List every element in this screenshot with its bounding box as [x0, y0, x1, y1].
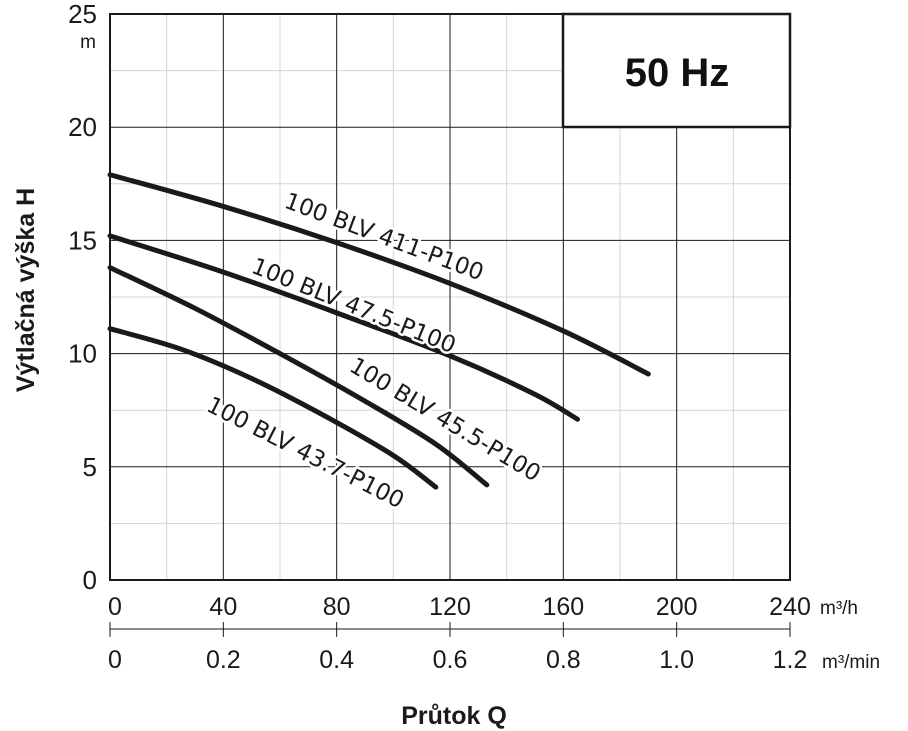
x-tick-label-m3h: 160 — [542, 593, 584, 621]
frequency-badge-text: 50 Hz — [625, 51, 730, 95]
x-tick-label-m3h: 240 — [769, 593, 811, 621]
x-tick-label-m3min: 1.0 — [659, 646, 694, 674]
x-unit-primary: m³/h — [820, 598, 858, 619]
x-tick-label-m3min: 0 — [108, 646, 122, 674]
x-tick-labels-m3h: 0 40 80 120 160 200 240 — [108, 593, 811, 621]
y-tick-label: 5 — [83, 452, 97, 482]
x-tick-label-m3h: 0 — [108, 593, 122, 621]
x-tick-labels-m3min: 0 0.2 0.4 0.6 0.8 1.0 1.2 — [108, 646, 807, 674]
frequency-badge-box — [561, 12, 792, 129]
y-tick-label: 10 — [68, 339, 97, 369]
curve-label-2: 100 BLV 47.5-P100 — [248, 253, 460, 359]
x-tick-label-m3min: 0.8 — [546, 646, 581, 674]
x-tick-label-m3h: 40 — [209, 593, 237, 621]
curve-4 — [107, 326, 439, 490]
y-unit: m — [80, 32, 96, 53]
curve-3 — [107, 265, 490, 488]
x-tick-label-m3min: 0.2 — [206, 646, 241, 674]
curve-1 — [107, 172, 651, 377]
performance-curves — [107, 172, 651, 490]
y-tick-label: 20 — [68, 112, 97, 142]
y-tick-labels: 0 5 10 15 20 25 — [68, 0, 97, 595]
x-tick-label-m3h: 80 — [323, 593, 351, 621]
x-tick-label-m3min: 0.6 — [433, 646, 468, 674]
y-tick-label: 15 — [68, 225, 97, 255]
x-axis-title: Průtok Q — [401, 702, 507, 730]
curve-label-1: 100 BLV 411-P100 — [281, 188, 487, 286]
x-tick-label-m3min: 1.2 — [773, 646, 808, 674]
x-tick-label-m3h: 120 — [429, 593, 471, 621]
x-tick-label-m3h: 200 — [656, 593, 698, 621]
plot-frame — [109, 13, 791, 581]
y-tick-label: 25 — [68, 0, 97, 29]
secondary-axis-ticks — [109, 622, 791, 637]
curve-2 — [107, 233, 580, 422]
y-tick-label: 0 — [83, 565, 97, 595]
x-unit-secondary: m³/min — [822, 652, 880, 673]
frequency-badge: 50 Hz — [561, 12, 792, 129]
x-tick-label-m3min: 0.4 — [319, 646, 354, 674]
y-axis-title: Výtlačná výška H — [12, 188, 40, 392]
